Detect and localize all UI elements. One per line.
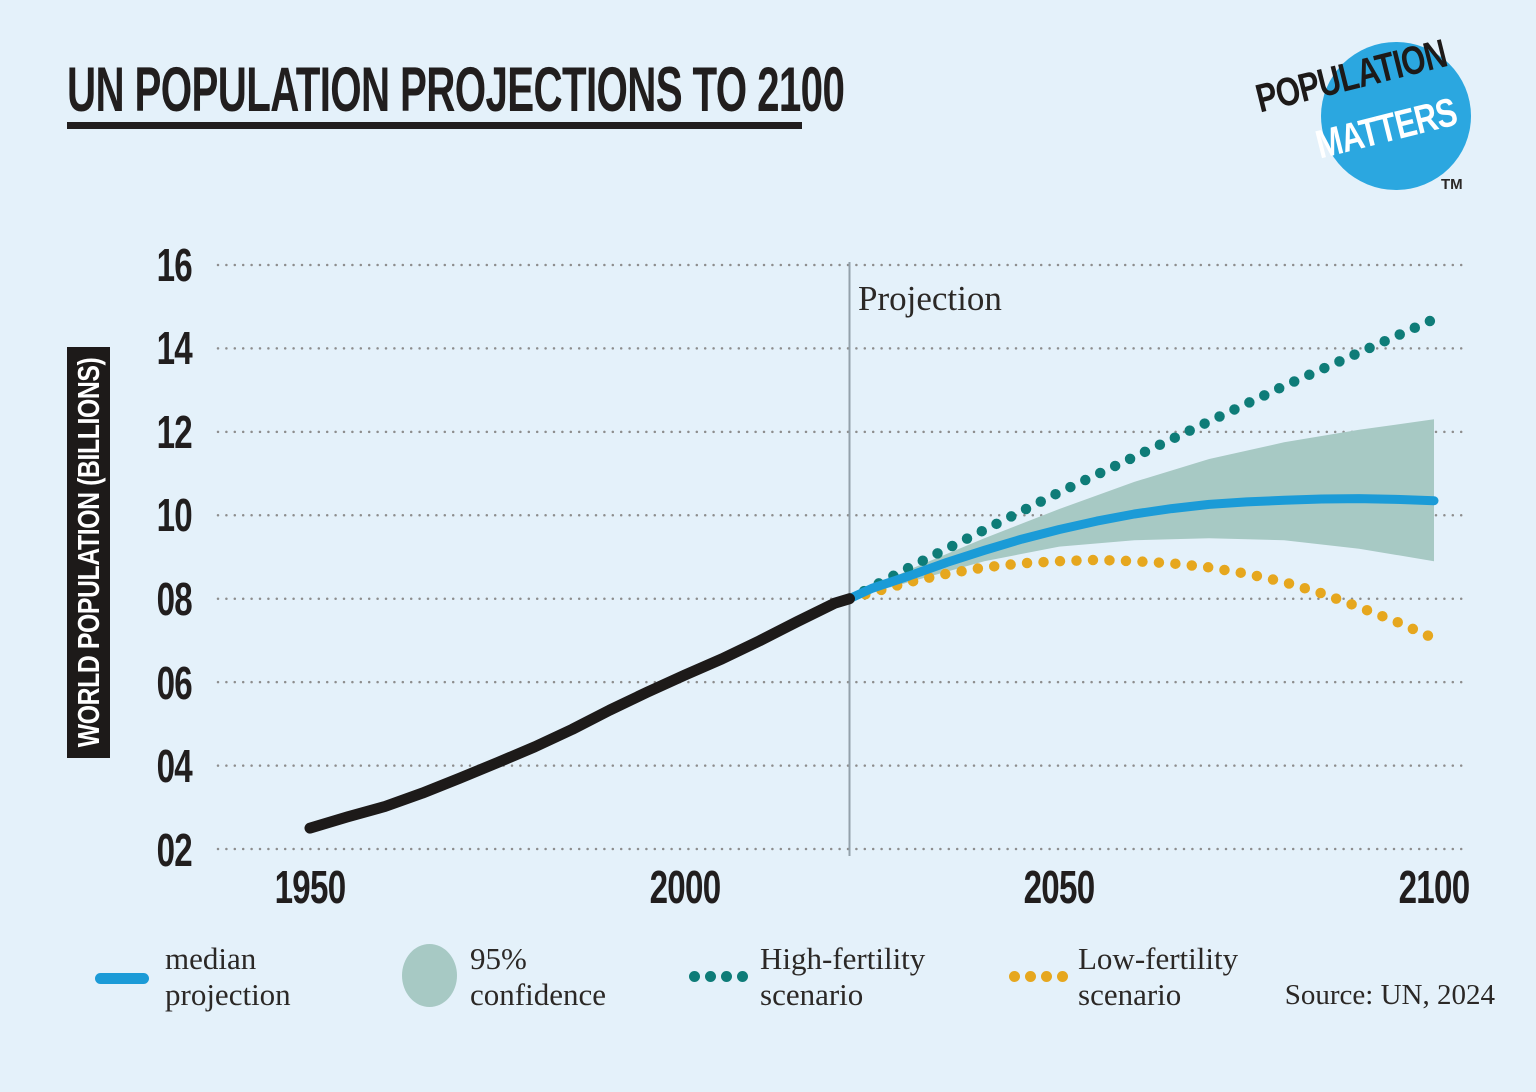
page-title: UN POPULATION PROJECTIONS TO 2100 — [67, 55, 845, 125]
yellow-dot-icon — [1009, 971, 1020, 982]
teal-dot-icon — [689, 971, 700, 982]
x-tick-1950: 1950 — [274, 861, 347, 913]
legend-swatch-high-fertility-dots — [689, 971, 748, 982]
x-tick-2100: 2100 — [1398, 861, 1471, 913]
legend-swatch-confidence-circle — [402, 944, 457, 1007]
x-tick-2000: 2000 — [649, 861, 722, 913]
legend-swatch-low-fertility-dots — [1009, 971, 1068, 982]
source-credit: Source: UN, 2024 — [1284, 979, 1495, 1011]
y-tick-04: 04 — [156, 740, 193, 792]
logo-trademark: TM — [1441, 176, 1463, 193]
y-tick-06: 06 — [156, 657, 193, 709]
y-tick-14: 14 — [156, 322, 193, 374]
x-tick-2050: 2050 — [1023, 861, 1096, 913]
y-tick-02: 02 — [156, 824, 193, 876]
teal-dot-icon — [705, 971, 716, 982]
teal-dot-icon — [721, 971, 732, 982]
yellow-dot-icon — [1057, 971, 1068, 982]
legend-label-median: median projection — [165, 941, 291, 1012]
legend-label-high-fertility: High-fertility scenario — [760, 941, 926, 1012]
yellow-dot-icon — [1025, 971, 1036, 982]
legend-swatch-median-line — [95, 973, 149, 984]
y-tick-10: 10 — [156, 489, 193, 541]
yellow-dot-icon — [1041, 971, 1052, 982]
title-underline — [67, 122, 802, 129]
y-tick-16: 16 — [156, 239, 193, 291]
y-tick-12: 12 — [156, 406, 193, 458]
teal-dot-icon — [737, 971, 748, 982]
legend-label-confidence: 95% confidence — [470, 941, 606, 1012]
y-axis-title: WORLD POPULATION (BILLIONS) — [67, 347, 110, 758]
legend-label-low-fertility: Low-fertility scenario — [1078, 941, 1239, 1012]
projection-annotation: Projection — [858, 279, 1002, 318]
y-tick-08: 08 — [156, 573, 193, 625]
logo-circle — [1321, 42, 1471, 190]
